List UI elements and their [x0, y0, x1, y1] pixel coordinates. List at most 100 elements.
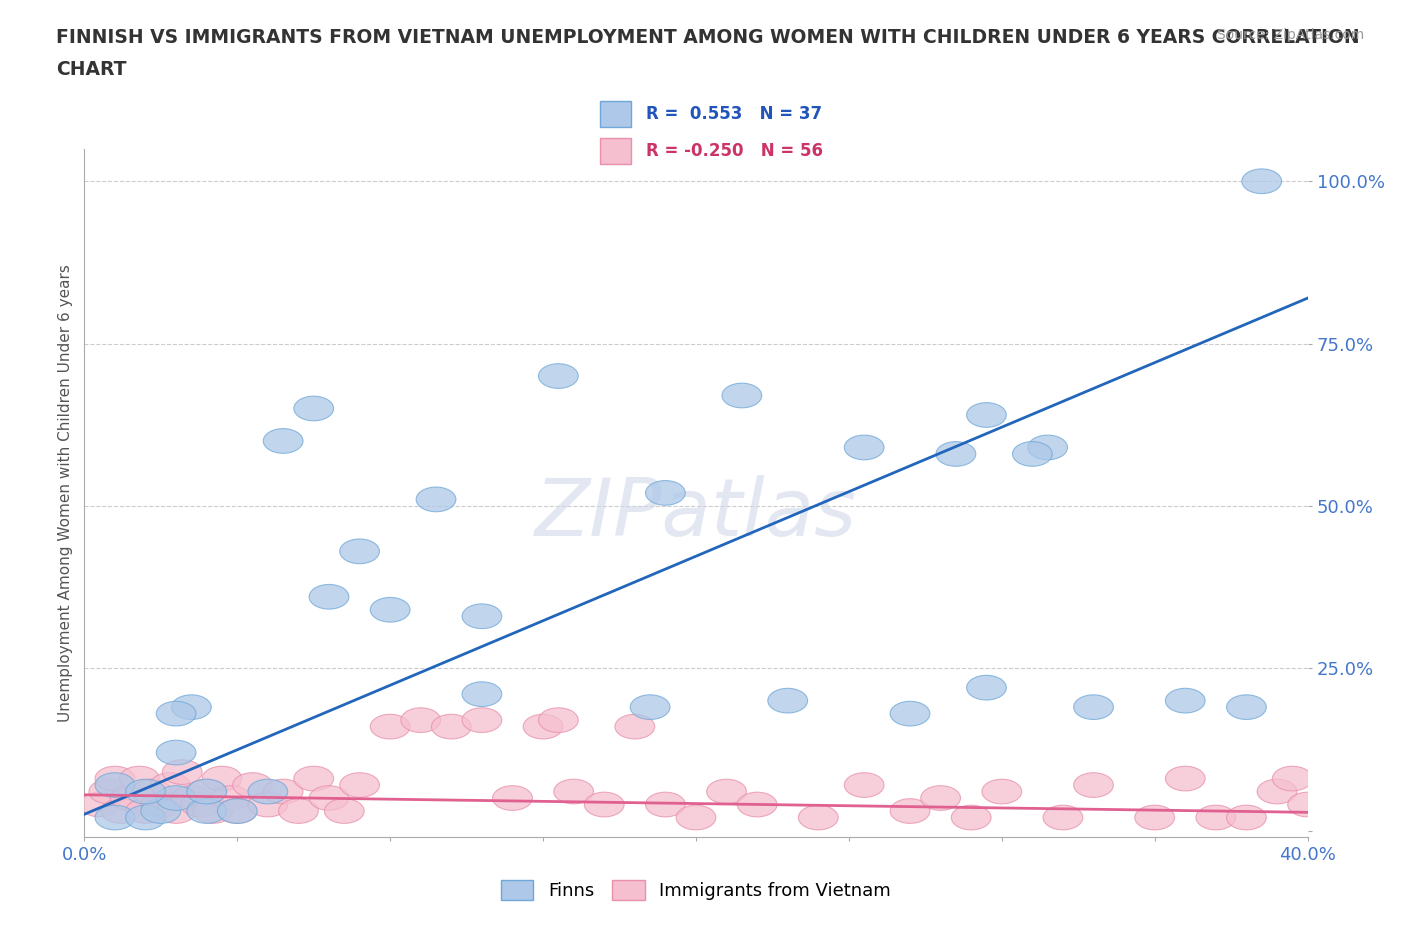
- Ellipse shape: [676, 805, 716, 830]
- Ellipse shape: [156, 701, 195, 726]
- Text: CHART: CHART: [56, 60, 127, 79]
- Ellipse shape: [340, 539, 380, 564]
- Ellipse shape: [585, 792, 624, 817]
- Ellipse shape: [125, 779, 166, 804]
- Ellipse shape: [232, 773, 273, 797]
- Ellipse shape: [1288, 792, 1327, 817]
- Ellipse shape: [966, 403, 1007, 427]
- Ellipse shape: [96, 766, 135, 790]
- Text: R = -0.250   N = 56: R = -0.250 N = 56: [647, 142, 823, 161]
- Ellipse shape: [247, 779, 288, 804]
- Ellipse shape: [96, 805, 135, 830]
- Ellipse shape: [187, 779, 226, 804]
- Ellipse shape: [645, 792, 685, 817]
- Ellipse shape: [101, 799, 141, 823]
- Ellipse shape: [416, 487, 456, 512]
- Ellipse shape: [125, 799, 166, 823]
- Ellipse shape: [554, 779, 593, 804]
- Ellipse shape: [309, 786, 349, 810]
- Ellipse shape: [340, 773, 380, 797]
- Ellipse shape: [325, 799, 364, 823]
- Ellipse shape: [120, 766, 159, 790]
- Ellipse shape: [630, 695, 671, 720]
- Ellipse shape: [463, 682, 502, 707]
- Ellipse shape: [523, 714, 562, 739]
- Ellipse shape: [162, 760, 202, 784]
- Ellipse shape: [172, 786, 211, 810]
- Text: Source: ZipAtlas.com: Source: ZipAtlas.com: [1216, 28, 1364, 42]
- Ellipse shape: [1028, 435, 1067, 459]
- Ellipse shape: [1197, 805, 1236, 830]
- Ellipse shape: [1074, 695, 1114, 720]
- Text: FINNISH VS IMMIGRANTS FROM VIETNAM UNEMPLOYMENT AMONG WOMEN WITH CHILDREN UNDER : FINNISH VS IMMIGRANTS FROM VIETNAM UNEMP…: [56, 28, 1360, 46]
- Ellipse shape: [202, 766, 242, 790]
- FancyBboxPatch shape: [600, 138, 631, 165]
- Ellipse shape: [463, 604, 502, 629]
- Ellipse shape: [799, 805, 838, 830]
- Ellipse shape: [721, 383, 762, 408]
- Ellipse shape: [890, 799, 929, 823]
- Y-axis label: Unemployment Among Women with Children Under 6 years: Unemployment Among Women with Children U…: [58, 264, 73, 722]
- Ellipse shape: [707, 779, 747, 804]
- Ellipse shape: [193, 799, 232, 823]
- Ellipse shape: [844, 435, 884, 459]
- Ellipse shape: [110, 786, 150, 810]
- Ellipse shape: [125, 805, 166, 830]
- Ellipse shape: [921, 786, 960, 810]
- Ellipse shape: [141, 799, 181, 823]
- Ellipse shape: [1226, 805, 1267, 830]
- Ellipse shape: [278, 799, 318, 823]
- Ellipse shape: [1043, 805, 1083, 830]
- Legend: Finns, Immigrants from Vietnam: Finns, Immigrants from Vietnam: [494, 872, 898, 907]
- Ellipse shape: [211, 786, 252, 810]
- Ellipse shape: [1166, 766, 1205, 790]
- Ellipse shape: [96, 773, 135, 797]
- Ellipse shape: [218, 799, 257, 823]
- Ellipse shape: [370, 597, 411, 622]
- Ellipse shape: [187, 799, 226, 823]
- Ellipse shape: [966, 675, 1007, 700]
- Ellipse shape: [156, 740, 195, 765]
- Ellipse shape: [263, 429, 304, 453]
- Ellipse shape: [89, 779, 129, 804]
- Ellipse shape: [645, 481, 685, 505]
- Ellipse shape: [538, 708, 578, 733]
- Ellipse shape: [1226, 695, 1267, 720]
- Ellipse shape: [263, 779, 304, 804]
- Ellipse shape: [432, 714, 471, 739]
- Ellipse shape: [1135, 805, 1174, 830]
- Ellipse shape: [936, 442, 976, 466]
- Ellipse shape: [614, 714, 655, 739]
- Ellipse shape: [156, 799, 195, 823]
- Ellipse shape: [187, 779, 226, 804]
- FancyBboxPatch shape: [600, 101, 631, 127]
- Ellipse shape: [538, 364, 578, 389]
- Ellipse shape: [218, 799, 257, 823]
- Text: ZIPatlas: ZIPatlas: [534, 474, 858, 552]
- Ellipse shape: [768, 688, 807, 713]
- Ellipse shape: [294, 766, 333, 790]
- Ellipse shape: [172, 695, 211, 720]
- Ellipse shape: [981, 779, 1022, 804]
- Ellipse shape: [1272, 766, 1312, 790]
- Ellipse shape: [890, 701, 929, 726]
- Ellipse shape: [844, 773, 884, 797]
- Text: R =  0.553   N = 37: R = 0.553 N = 37: [647, 105, 823, 124]
- Ellipse shape: [1241, 169, 1282, 193]
- Ellipse shape: [141, 792, 181, 817]
- Ellipse shape: [150, 773, 190, 797]
- Ellipse shape: [1012, 442, 1052, 466]
- Ellipse shape: [247, 792, 288, 817]
- Ellipse shape: [80, 792, 120, 817]
- Ellipse shape: [1166, 688, 1205, 713]
- Ellipse shape: [132, 779, 172, 804]
- Ellipse shape: [737, 792, 778, 817]
- Ellipse shape: [294, 396, 333, 421]
- Ellipse shape: [1257, 779, 1296, 804]
- Ellipse shape: [370, 714, 411, 739]
- Ellipse shape: [181, 792, 221, 817]
- Ellipse shape: [1074, 773, 1114, 797]
- Ellipse shape: [952, 805, 991, 830]
- Ellipse shape: [401, 708, 440, 733]
- Ellipse shape: [156, 786, 195, 810]
